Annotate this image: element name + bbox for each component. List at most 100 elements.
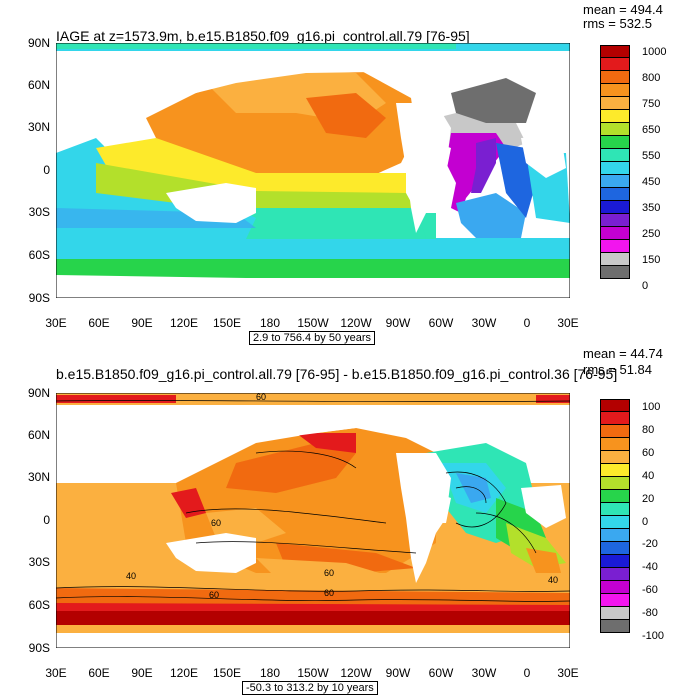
top-lon-label: 90W	[385, 316, 411, 330]
colorbar-swatch	[600, 240, 630, 253]
top-lon-label: 120W	[340, 316, 372, 330]
colorbar-label: 550	[642, 150, 661, 162]
colorbar-swatch	[600, 97, 630, 110]
top-rms: rms = 532.5	[583, 16, 653, 31]
bottom-map: 60 60 40 60 60 40 60	[56, 393, 570, 648]
colorbar-swatch	[600, 529, 630, 542]
colorbar-swatch	[600, 214, 630, 227]
colorbar-swatch	[600, 490, 630, 503]
colorbar-swatch	[600, 58, 630, 71]
colorbar-swatch	[600, 607, 630, 620]
colorbar-swatch	[600, 123, 630, 136]
colorbar-label: -80	[642, 607, 658, 620]
bottom-lon-label: 60W	[428, 666, 454, 680]
colorbar-label: 800	[642, 72, 661, 84]
colorbar-swatch	[600, 451, 630, 464]
colorbar-swatch	[600, 412, 630, 425]
colorbar-swatch	[600, 188, 630, 201]
bottom-contour-label: 60	[211, 518, 221, 528]
bottom-contour-label: 60	[209, 590, 219, 600]
bottom-panel: b.e15.B1850.f09_g16.pi_control.all.79 [7…	[0, 346, 700, 700]
bottom-lon-label: 0	[523, 666, 531, 680]
colorbar-swatch	[600, 542, 630, 555]
top-lon-label: 180	[259, 316, 281, 330]
top-lat-label: 30N	[27, 120, 50, 134]
colorbar-swatch	[600, 555, 630, 568]
bottom-lon-label: 120E	[169, 666, 199, 680]
colorbar-label: 350	[642, 202, 661, 214]
top-lat-label: 60N	[27, 78, 50, 92]
top-southern-band	[56, 258, 570, 278]
colorbar-label: 60	[642, 446, 655, 459]
colorbar-swatch	[600, 516, 630, 529]
colorbar-swatch	[600, 581, 630, 594]
colorbar-label: 1000	[642, 46, 667, 58]
colorbar-swatch	[600, 110, 630, 123]
bottom-lon-label: 30W	[471, 666, 497, 680]
top-lon-label: 30W	[471, 316, 497, 330]
colorbar-label: 0	[642, 515, 649, 528]
bottom-lat-label: 60N	[27, 428, 50, 442]
bottom-contour-label: 60	[324, 568, 334, 578]
colorbar-swatch	[600, 162, 630, 175]
bottom-contour-info: -50.3 to 313.2 by 10 years	[242, 681, 378, 695]
bottom-lat-label: 30S	[28, 555, 50, 569]
top-lat-label: 90S	[28, 291, 50, 305]
colorbar-label: 0	[642, 280, 649, 292]
colorbar-swatch	[600, 175, 630, 188]
bottom-lon-label: 30E	[45, 666, 67, 680]
top-lon-label: 120E	[169, 316, 199, 330]
top-mean: mean = 494.4	[583, 2, 663, 17]
top-lon-label: 150E	[212, 316, 242, 330]
bottom-lon-label: 150E	[212, 666, 242, 680]
bottom-lon-label: 120W	[340, 666, 372, 680]
bottom-contour-label: 40	[126, 571, 136, 581]
colorbar-label: 650	[642, 124, 661, 136]
top-map	[56, 43, 570, 298]
bottom-lon-label: 30E	[557, 666, 579, 680]
bottom-lon-label: 60E	[88, 666, 110, 680]
top-lon-label: 150W	[297, 316, 329, 330]
colorbar-label: 100	[642, 401, 661, 413]
top-colorbar	[600, 45, 630, 279]
colorbar-swatch	[600, 45, 630, 58]
colorbar-label: -20	[642, 538, 658, 551]
colorbar-swatch	[600, 477, 630, 490]
colorbar-label: 80	[642, 423, 655, 436]
bottom-lat-label: 60S	[28, 598, 50, 612]
colorbar-swatch	[600, 136, 630, 149]
top-panel: IAGE at z=1573.9m, b.e15.B1850.f09_g16.p…	[27, 2, 667, 345]
colorbar-label: -60	[642, 584, 658, 597]
top-lon-label: 30E	[557, 316, 579, 330]
bottom-lat-label: 90S	[28, 641, 50, 655]
colorbar-swatch	[600, 71, 630, 84]
colorbar-label: 450	[642, 176, 661, 188]
top-plot-title: IAGE at z=1573.9m, b.e15.B1850.f09_g16.p…	[56, 28, 470, 44]
colorbar-label: 150	[642, 254, 661, 266]
bottom-plot-title: b.e15.B1850.f09_g16.pi_control.all.79 [7…	[56, 366, 618, 382]
bottom-contour-label: 60	[324, 588, 334, 598]
colorbar-swatch	[600, 464, 630, 477]
colorbar-swatch	[600, 266, 630, 279]
colorbar-swatch	[600, 438, 630, 451]
colorbar-label: 250	[642, 228, 661, 240]
top-lon-label: 90E	[131, 316, 153, 330]
top-lat-label: 0	[43, 163, 50, 177]
top-lon-label: 60W	[428, 316, 454, 330]
bottom-lat-label: 30N	[27, 470, 50, 484]
colorbar-swatch	[600, 568, 630, 581]
top-contour-info: 2.9 to 756.4 by 50 years	[249, 331, 376, 345]
top-lon-label: 0	[523, 316, 531, 330]
bottom-lon-label: 90W	[385, 666, 411, 680]
colorbar-swatch	[600, 84, 630, 97]
bottom-lat-label: 0	[43, 513, 50, 527]
colorbar-swatch	[600, 227, 630, 240]
colorbar-swatch	[600, 503, 630, 516]
bottom-contour-label: 40	[548, 575, 558, 585]
colorbar-label: 750	[642, 98, 661, 110]
bottom-colorbar	[600, 399, 630, 633]
top-lat-label: 60S	[28, 248, 50, 262]
bottom-contour-label: 60	[256, 393, 266, 402]
top-lon-label: 60E	[88, 316, 110, 330]
top-lat-label: 30S	[28, 205, 50, 219]
